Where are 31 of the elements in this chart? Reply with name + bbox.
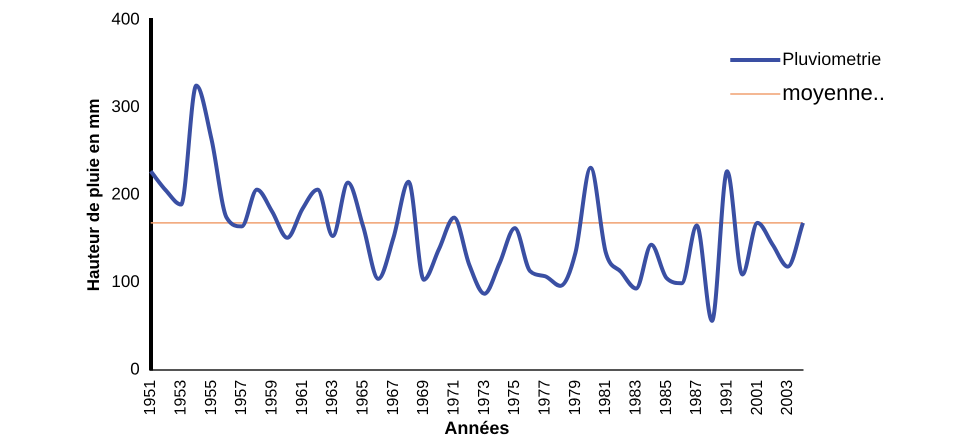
x-tick-label: 1981: [597, 380, 614, 416]
x-tick-label: 1991: [718, 380, 736, 416]
x-tick-label: 1953: [172, 380, 190, 416]
x-axis-title: Années: [444, 418, 510, 438]
y-tick-label: 400: [111, 10, 140, 29]
x-tick-label: 1951: [142, 380, 160, 416]
x-tick-label: 2001: [748, 380, 766, 416]
x-tick-label: 1967: [384, 380, 402, 416]
y-tick-label: 200: [111, 184, 140, 204]
x-tick-label: 2003: [779, 380, 796, 416]
y-tick-label: 100: [111, 272, 140, 292]
y-axis-title: Hauteur de pluie en mm: [84, 98, 103, 292]
x-tick-label: 1977: [536, 380, 554, 416]
y-tick-label: 300: [111, 97, 140, 116]
x-tick-label: 1963: [324, 380, 342, 416]
x-tick-label: 1959: [264, 380, 281, 416]
x-tick-label: 1979: [566, 380, 584, 416]
x-tick-label: 1985: [658, 380, 675, 416]
x-tick-label: 1975: [506, 380, 524, 416]
x-tick-label: 1955: [202, 380, 220, 416]
x-tick-label: 1987: [688, 380, 706, 416]
x-tick-label: 1971: [446, 380, 463, 416]
x-tick-label: 1961: [294, 380, 311, 416]
x-tick-label: 1983: [628, 380, 645, 416]
x-tick-label: 1965: [354, 380, 372, 416]
x-tick-label: 1969: [415, 380, 432, 416]
x-tick-label: 1973: [476, 380, 493, 416]
y-tick-label: 0: [130, 359, 140, 378]
legend-label: Pluviometrie: [782, 48, 882, 69]
x-tick-label: 1957: [233, 380, 250, 416]
legend-label: moyenne..: [782, 80, 886, 106]
